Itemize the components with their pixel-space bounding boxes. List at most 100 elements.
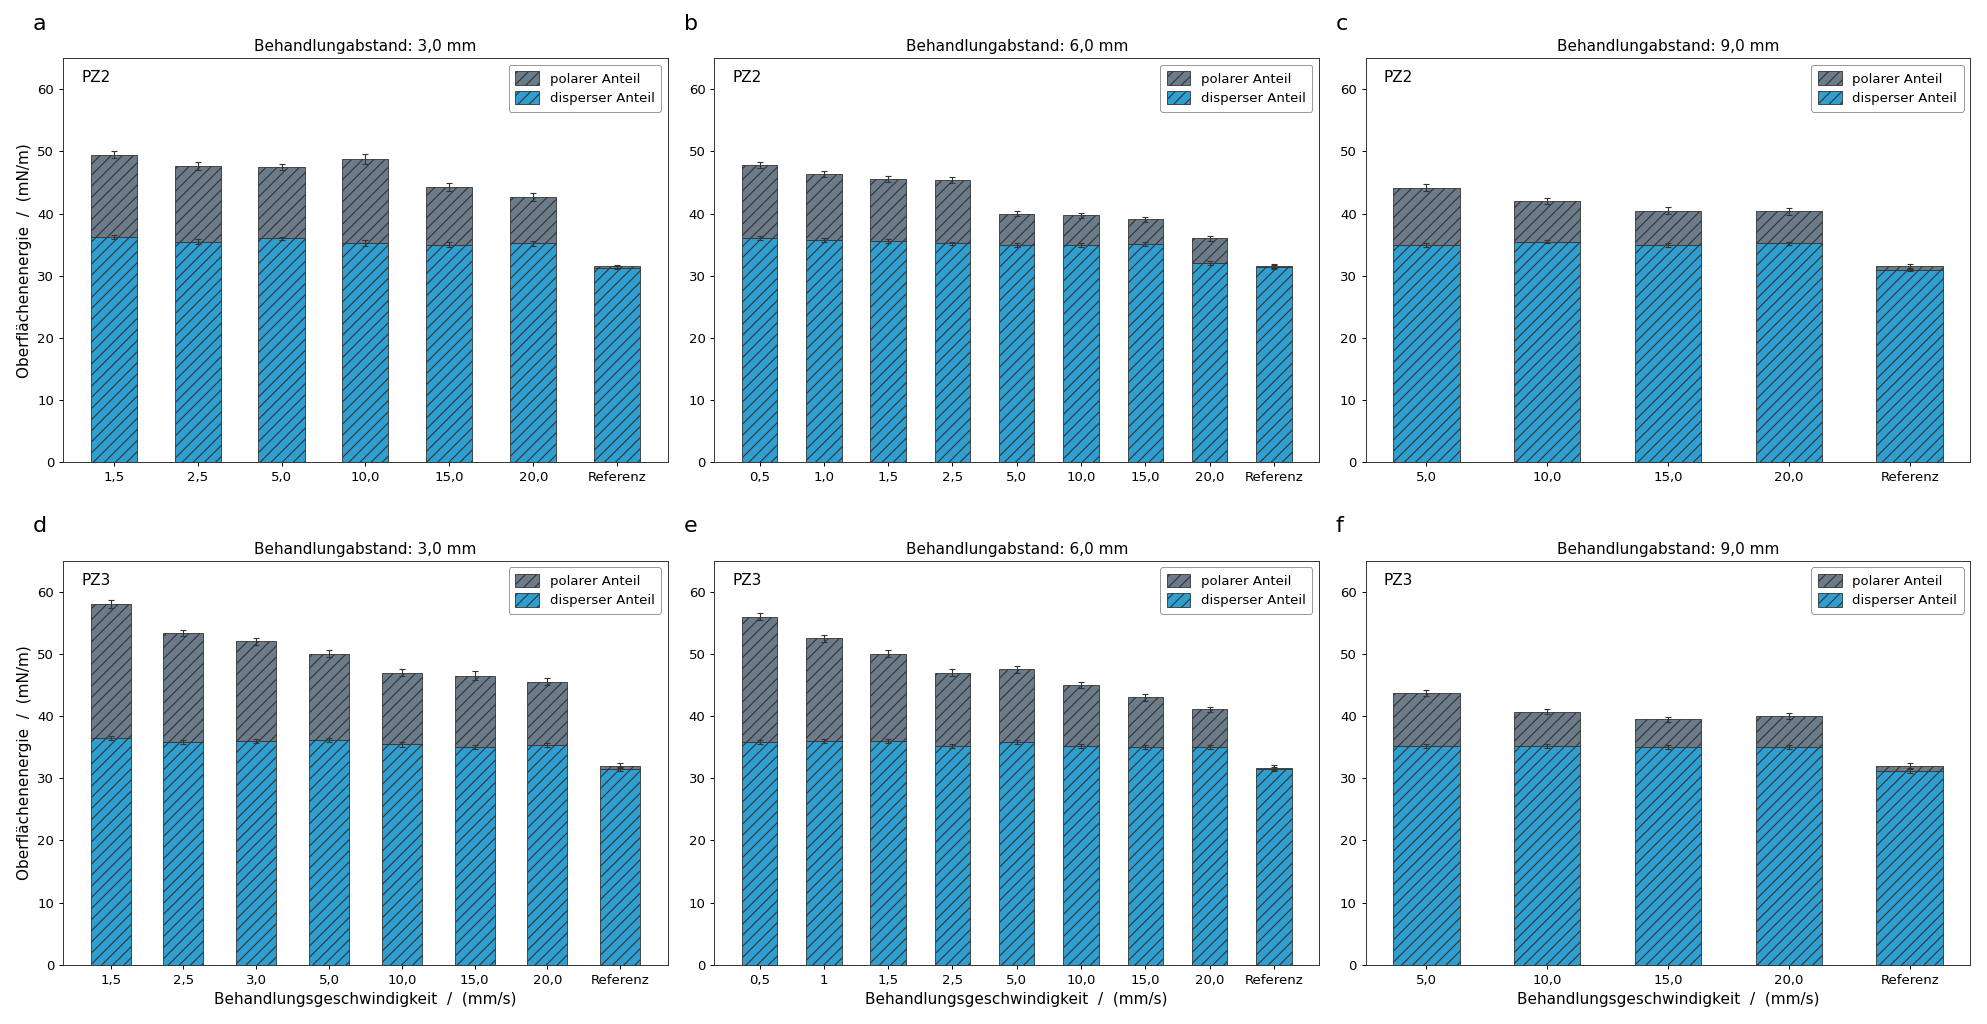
Bar: [934, 745, 970, 965]
Bar: [1635, 245, 1701, 462]
Legend: polarer Anteil, disperser Anteil: polarer Anteil, disperser Anteil: [1160, 567, 1313, 614]
Bar: [1063, 215, 1099, 245]
Bar: [1063, 245, 1099, 462]
Y-axis label: Oberflächenenergie  /  (mN/m): Oberflächenenergie / (mN/m): [16, 645, 32, 880]
Text: PZ3: PZ3: [1383, 572, 1413, 588]
Bar: [163, 742, 203, 965]
Bar: [511, 197, 556, 244]
Bar: [1256, 768, 1292, 769]
Bar: [1635, 719, 1701, 748]
Bar: [999, 245, 1035, 462]
Text: PZ3: PZ3: [81, 572, 111, 588]
Bar: [310, 739, 350, 965]
Bar: [1514, 712, 1580, 745]
Bar: [934, 244, 970, 462]
Bar: [1192, 263, 1228, 462]
Text: PZ2: PZ2: [1383, 71, 1413, 85]
Bar: [1192, 748, 1228, 965]
Bar: [382, 673, 421, 744]
Bar: [1393, 693, 1460, 745]
Bar: [594, 266, 640, 267]
Bar: [1876, 771, 1943, 965]
Text: PZ2: PZ2: [81, 71, 111, 85]
Title: Behandlungabstand: 6,0 mm: Behandlungabstand: 6,0 mm: [906, 542, 1129, 557]
Bar: [807, 174, 842, 240]
Bar: [1757, 716, 1822, 748]
Text: c: c: [1335, 14, 1347, 34]
Text: b: b: [684, 14, 697, 34]
Text: e: e: [684, 516, 697, 537]
Text: a: a: [34, 14, 46, 34]
Bar: [527, 682, 568, 745]
Bar: [91, 604, 131, 738]
Bar: [1127, 697, 1162, 748]
Bar: [236, 641, 276, 741]
Bar: [870, 241, 906, 462]
Legend: polarer Anteil, disperser Anteil: polarer Anteil, disperser Anteil: [1160, 65, 1313, 112]
Bar: [1635, 748, 1701, 965]
Bar: [741, 165, 777, 238]
Bar: [1192, 239, 1228, 263]
Legend: polarer Anteil, disperser Anteil: polarer Anteil, disperser Anteil: [1812, 567, 1963, 614]
Bar: [91, 238, 137, 462]
X-axis label: Behandlungsgeschwindigkeit  /  (mm/s): Behandlungsgeschwindigkeit / (mm/s): [1516, 992, 1820, 1008]
Bar: [342, 159, 389, 243]
Bar: [870, 179, 906, 241]
Bar: [527, 745, 568, 965]
Bar: [999, 742, 1035, 965]
Title: Behandlungabstand: 3,0 mm: Behandlungabstand: 3,0 mm: [254, 542, 477, 557]
Bar: [1635, 211, 1701, 245]
Bar: [1757, 211, 1822, 244]
Bar: [175, 242, 221, 462]
Legend: polarer Anteil, disperser Anteil: polarer Anteil, disperser Anteil: [509, 567, 662, 614]
Title: Behandlungabstand: 6,0 mm: Behandlungabstand: 6,0 mm: [906, 39, 1129, 54]
Title: Behandlungabstand: 9,0 mm: Behandlungabstand: 9,0 mm: [1558, 39, 1778, 54]
Bar: [455, 748, 495, 965]
Bar: [1393, 187, 1460, 245]
Bar: [1256, 769, 1292, 965]
Bar: [934, 673, 970, 745]
Bar: [427, 187, 473, 245]
Bar: [1192, 710, 1228, 748]
Text: PZ3: PZ3: [733, 572, 761, 588]
Bar: [1393, 745, 1460, 965]
Bar: [1256, 267, 1292, 462]
Bar: [600, 766, 640, 769]
Bar: [163, 633, 203, 742]
Bar: [1256, 266, 1292, 267]
Bar: [236, 741, 276, 965]
Bar: [1127, 219, 1162, 244]
Bar: [310, 654, 350, 739]
Bar: [382, 744, 421, 965]
Bar: [741, 742, 777, 965]
Bar: [1127, 748, 1162, 965]
X-axis label: Behandlungsgeschwindigkeit  /  (mm/s): Behandlungsgeschwindigkeit / (mm/s): [866, 992, 1168, 1008]
Bar: [807, 741, 842, 965]
Text: PZ2: PZ2: [733, 71, 761, 85]
Bar: [1876, 269, 1943, 462]
Bar: [91, 155, 137, 238]
Text: d: d: [34, 516, 48, 537]
Bar: [1757, 748, 1822, 965]
Bar: [1514, 745, 1580, 965]
Bar: [91, 738, 131, 965]
Bar: [1876, 266, 1943, 269]
Bar: [1063, 685, 1099, 745]
Bar: [807, 240, 842, 462]
Bar: [594, 267, 640, 462]
Bar: [175, 166, 221, 242]
Bar: [870, 654, 906, 741]
Bar: [934, 180, 970, 244]
Bar: [999, 670, 1035, 742]
Bar: [427, 245, 473, 462]
Y-axis label: Oberflächenenergie  /  (mN/m): Oberflächenenergie / (mN/m): [16, 143, 32, 378]
Bar: [1757, 244, 1822, 462]
Text: f: f: [1335, 516, 1343, 537]
Bar: [1514, 242, 1580, 462]
Bar: [1514, 201, 1580, 242]
Bar: [258, 167, 304, 239]
Bar: [1063, 745, 1099, 965]
Legend: polarer Anteil, disperser Anteil: polarer Anteil, disperser Anteil: [1812, 65, 1963, 112]
Bar: [1127, 244, 1162, 462]
Bar: [511, 244, 556, 462]
